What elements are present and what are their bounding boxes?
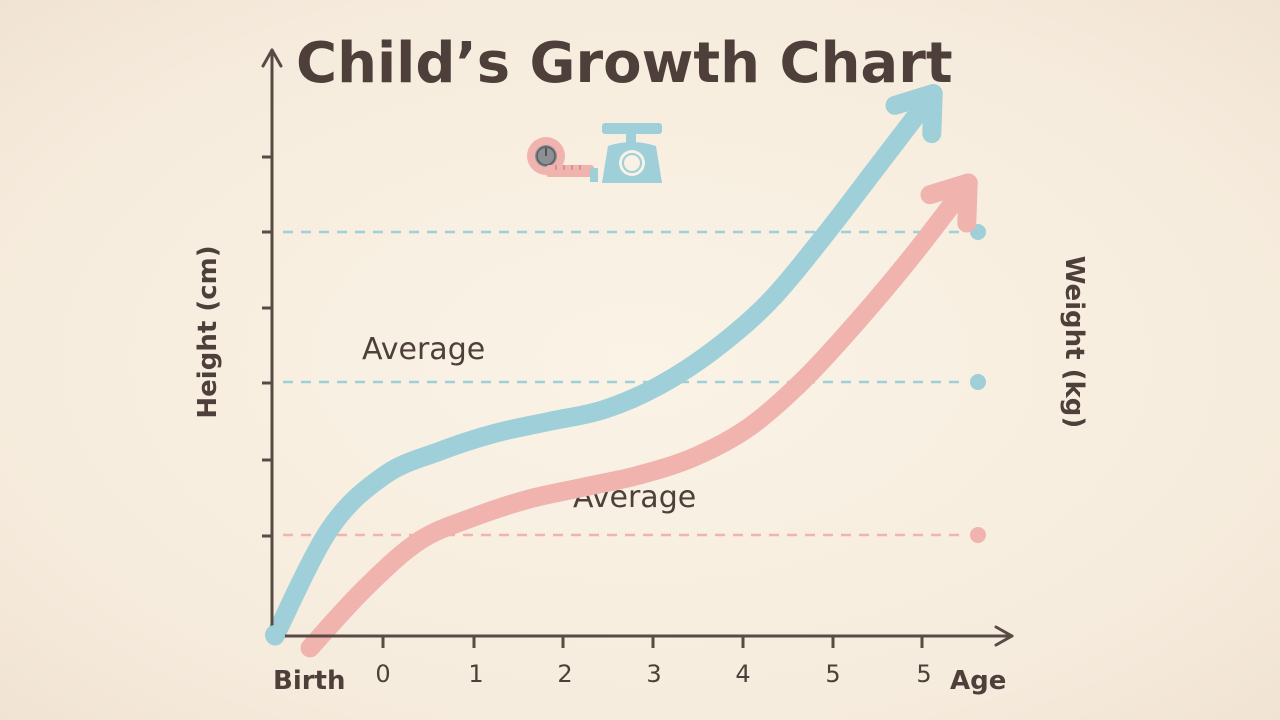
x-axis-arrow-icon bbox=[994, 625, 1014, 647]
origin-dot bbox=[265, 625, 285, 645]
series-line-weight bbox=[300, 173, 978, 658]
chart-title: Child’s Growth Chart bbox=[296, 31, 953, 96]
y-axis-arrow-icon bbox=[261, 48, 283, 68]
y-axis-label-right: Weight (kg) bbox=[1059, 256, 1089, 429]
x-tick-label: 5 bbox=[916, 660, 931, 688]
x-tick-label: 4 bbox=[735, 660, 750, 688]
tape-measure-icon bbox=[527, 137, 598, 182]
reference-dot-average-pink bbox=[970, 527, 986, 543]
x-tick-label: 5 bbox=[825, 660, 840, 688]
series-arrowhead-height bbox=[885, 84, 943, 144]
x-axis-label: Age bbox=[950, 666, 1006, 696]
x-tick-label: 3 bbox=[646, 660, 661, 688]
scale-icon bbox=[602, 123, 662, 183]
x-tick-label: 2 bbox=[557, 660, 572, 688]
x-tick-label: 1 bbox=[468, 660, 483, 688]
y-axis-label-left: Height (cm) bbox=[193, 245, 223, 418]
series-line-height bbox=[265, 84, 943, 646]
reference-dot-average-blue bbox=[970, 374, 986, 390]
annotation-average-height: Average bbox=[362, 332, 485, 367]
series-arrowhead-weight bbox=[920, 173, 978, 233]
origin-label: Birth bbox=[273, 666, 346, 696]
x-tick-label: 0 bbox=[375, 660, 390, 688]
